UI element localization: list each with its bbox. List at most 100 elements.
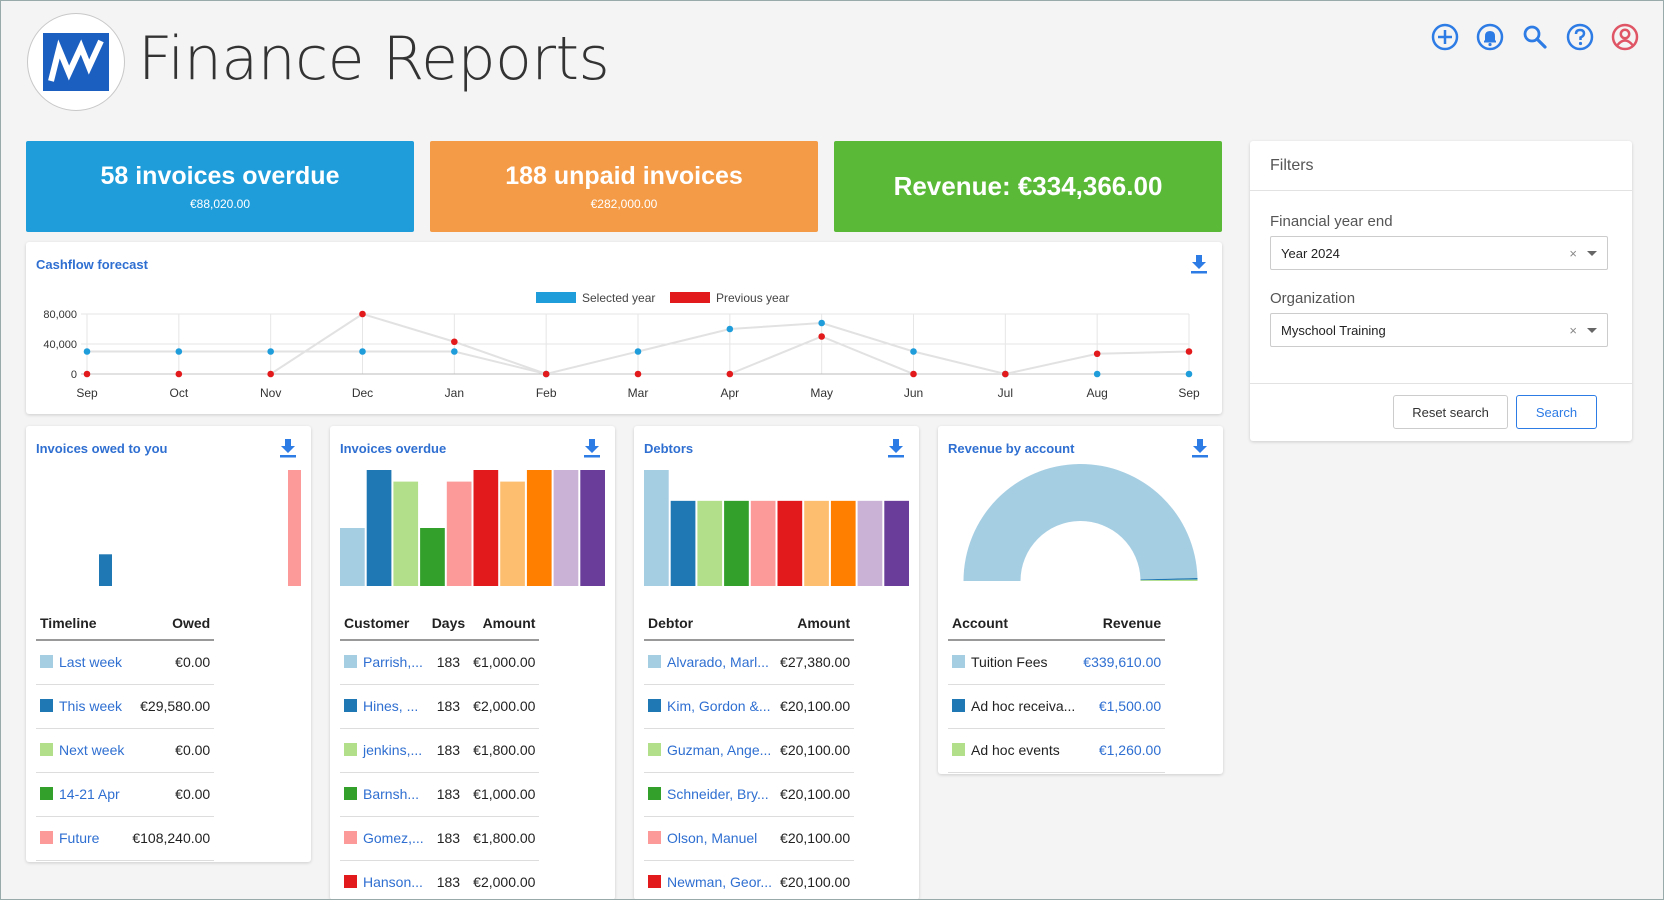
bar[interactable] [697, 500, 723, 586]
download-icon[interactable] [887, 438, 905, 458]
debtor-link[interactable]: Alvarado, Marl... [667, 654, 769, 671]
data-point[interactable] [634, 348, 642, 355]
unpaid-invoices-tile[interactable]: 188 unpaid invoices €282,000.00 [430, 141, 818, 232]
data-point[interactable] [634, 370, 642, 378]
timeline-cell: Future [36, 816, 129, 861]
bar[interactable] [393, 481, 419, 586]
legend-swatch [952, 655, 965, 669]
data-point[interactable] [542, 370, 550, 378]
data-point[interactable] [726, 370, 734, 378]
bar[interactable] [750, 500, 776, 586]
bar[interactable] [724, 500, 749, 586]
data-point[interactable] [359, 348, 366, 355]
data-point[interactable] [910, 370, 917, 378]
data-point[interactable] [451, 338, 458, 346]
timeline-link[interactable]: Last week [59, 654, 123, 671]
customer-link[interactable]: Hanson... [363, 874, 423, 890]
bar[interactable] [446, 481, 472, 586]
customer-link[interactable]: Barnsh... [363, 786, 420, 802]
data-point[interactable] [1093, 370, 1101, 378]
bar[interactable] [644, 470, 669, 586]
bar[interactable] [288, 470, 301, 586]
data-point[interactable] [359, 310, 366, 318]
bar[interactable] [553, 470, 579, 586]
chevron-down-icon[interactable] [1587, 251, 1597, 256]
timeline-link[interactable]: Future [59, 830, 100, 846]
bar[interactable] [884, 500, 909, 586]
download-icon[interactable] [583, 438, 601, 458]
add-circle-icon[interactable] [1430, 22, 1460, 52]
revenue-link[interactable]: €1,260.00 [1098, 742, 1162, 758]
data-point[interactable] [818, 333, 825, 340]
debtor-link[interactable]: Kim, Gordon &... [667, 698, 771, 714]
help-icon[interactable] [1565, 22, 1595, 52]
bar[interactable] [804, 500, 829, 586]
timeline-link[interactable]: 14-21 Apr [59, 786, 120, 802]
donut-slice[interactable] [1140, 579, 1198, 581]
revenue-link[interactable]: €339,610.00 [1083, 654, 1162, 671]
debtor-link[interactable]: Olson, Manuel [667, 830, 758, 846]
bar[interactable] [777, 500, 803, 586]
debtor-link[interactable]: Schneider, Bry... [667, 786, 769, 802]
debtor-link[interactable]: Guzman, Ange... [667, 742, 772, 758]
organization-value: Myschool Training [1281, 323, 1386, 338]
bar[interactable] [99, 554, 112, 586]
financial-year-select[interactable]: Year 2024 × [1270, 236, 1608, 270]
debtor-link[interactable]: Newman, Geor... [667, 874, 773, 890]
bar[interactable] [857, 500, 883, 586]
bar[interactable] [580, 470, 605, 586]
data-point[interactable] [726, 325, 734, 333]
data-point[interactable] [267, 370, 274, 378]
revenue-link[interactable]: €1,500.00 [1098, 698, 1162, 714]
customer-link[interactable]: Hines, ... [363, 698, 419, 714]
data-point[interactable] [818, 319, 825, 327]
data-point[interactable] [1185, 348, 1193, 355]
data-point[interactable] [451, 348, 458, 355]
data-point[interactable] [1093, 350, 1101, 358]
timeline-link[interactable]: Next week [59, 742, 125, 758]
download-icon[interactable] [1190, 254, 1208, 274]
legend-swatch [952, 743, 965, 756]
clear-icon[interactable]: × [1569, 323, 1577, 338]
bar[interactable] [420, 528, 445, 586]
bar[interactable] [500, 481, 525, 586]
revenue-tile[interactable]: Revenue: €334,366.00 [834, 141, 1222, 232]
customer-link[interactable]: jenkins,... [363, 742, 423, 758]
download-icon[interactable] [279, 438, 297, 458]
bar[interactable] [830, 500, 856, 586]
legend-swatch [536, 292, 576, 303]
clear-icon[interactable]: × [1569, 246, 1577, 261]
days-cell: 183 [427, 684, 470, 729]
data-point[interactable] [1185, 370, 1193, 378]
data-point[interactable] [83, 370, 91, 378]
data-point[interactable] [83, 348, 91, 355]
data-point[interactable] [267, 348, 274, 355]
donut-slice[interactable] [1140, 578, 1198, 581]
bar[interactable] [670, 500, 696, 586]
days-cell: 183 [427, 860, 470, 900]
bar[interactable] [473, 470, 499, 586]
revenue-cell: €1,500.00 [1079, 684, 1166, 729]
data-point[interactable] [1002, 370, 1009, 378]
legend-swatch [344, 655, 357, 669]
filters-title: Filters [1270, 157, 1314, 174]
search-icon[interactable] [1520, 22, 1550, 52]
bell-icon[interactable] [1475, 22, 1505, 52]
data-point[interactable] [910, 348, 917, 355]
customer-link[interactable]: Parrish,... [363, 654, 423, 671]
organization-select[interactable]: Myschool Training × [1270, 313, 1608, 347]
bar[interactable] [526, 470, 552, 586]
chevron-down-icon[interactable] [1587, 328, 1597, 333]
search-button[interactable]: Search [1516, 395, 1597, 429]
reset-search-button[interactable]: Reset search [1393, 395, 1508, 429]
timeline-link[interactable]: This week [59, 698, 123, 714]
bar[interactable] [340, 528, 365, 586]
download-icon[interactable] [1191, 438, 1209, 458]
user-account-icon[interactable] [1610, 22, 1640, 52]
bar[interactable] [366, 470, 392, 586]
donut-slice[interactable] [963, 463, 1198, 581]
data-point[interactable] [175, 348, 183, 355]
overdue-invoices-tile[interactable]: 58 invoices overdue €88,020.00 [26, 141, 414, 232]
data-point[interactable] [175, 370, 183, 378]
customer-link[interactable]: Gomez,... [363, 830, 424, 846]
